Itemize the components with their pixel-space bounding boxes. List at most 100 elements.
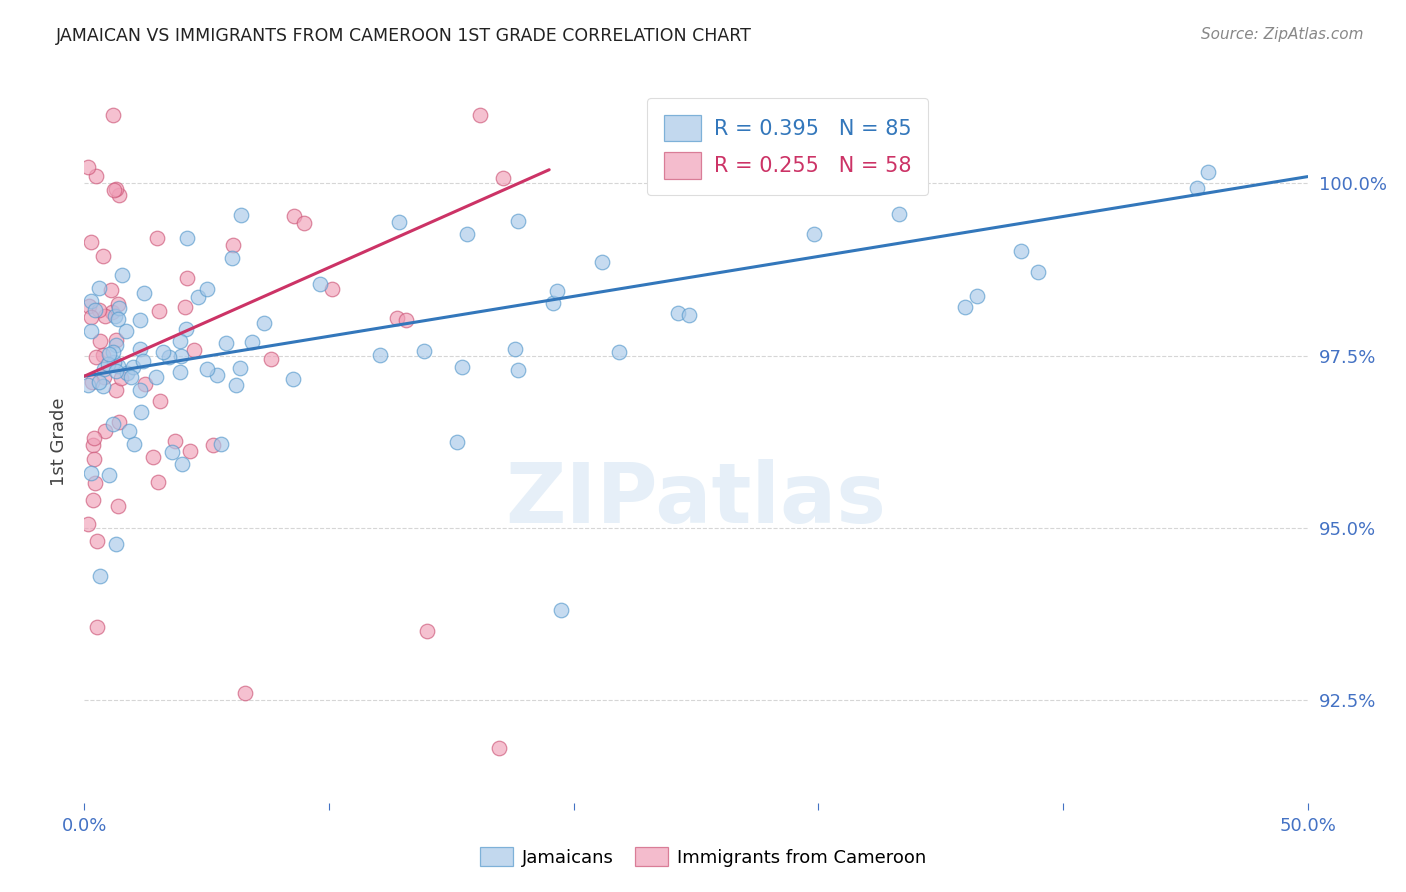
Point xyxy=(129,342,152,356)
Point xyxy=(103,344,125,359)
Point xyxy=(229,360,252,375)
Point xyxy=(591,255,613,269)
Point xyxy=(666,306,689,320)
Point xyxy=(86,620,108,634)
Point xyxy=(134,286,156,301)
Point xyxy=(83,303,105,318)
Point xyxy=(134,376,156,391)
Point xyxy=(93,369,115,384)
Point xyxy=(260,352,283,367)
Point xyxy=(110,370,132,384)
Point xyxy=(101,305,124,319)
Point xyxy=(107,296,129,310)
Point xyxy=(416,624,439,638)
Point xyxy=(120,370,142,384)
Point xyxy=(89,302,111,317)
Point xyxy=(546,284,568,298)
Point xyxy=(170,349,193,363)
Point xyxy=(294,216,316,230)
Point xyxy=(803,227,825,241)
Point xyxy=(104,536,127,550)
Point xyxy=(101,108,124,122)
Point xyxy=(91,348,114,362)
Point xyxy=(955,300,977,314)
Point xyxy=(148,304,170,318)
Point xyxy=(492,170,515,185)
Point xyxy=(93,362,115,376)
Point xyxy=(98,347,121,361)
Point xyxy=(111,268,134,282)
Point xyxy=(1026,265,1049,279)
Point xyxy=(221,237,243,252)
Point xyxy=(174,301,197,315)
Point xyxy=(176,231,198,245)
Point xyxy=(170,457,193,471)
Point xyxy=(80,324,103,338)
Point xyxy=(281,372,304,386)
Point xyxy=(84,169,107,184)
Point xyxy=(97,468,120,483)
Point xyxy=(105,364,128,378)
Point xyxy=(104,383,127,397)
Point xyxy=(488,740,510,755)
Point xyxy=(82,438,104,452)
Point xyxy=(179,444,201,458)
Point xyxy=(169,334,191,348)
Legend: R = 0.395   N = 85, R = 0.255   N = 58: R = 0.395 N = 85, R = 0.255 N = 58 xyxy=(647,98,928,195)
Point xyxy=(103,183,125,197)
Point xyxy=(183,343,205,358)
Point xyxy=(149,393,172,408)
Point xyxy=(100,283,122,297)
Point xyxy=(129,312,152,326)
Point xyxy=(103,355,125,369)
Point xyxy=(87,375,110,389)
Point xyxy=(889,207,911,221)
Point xyxy=(82,492,104,507)
Point xyxy=(77,378,100,392)
Point xyxy=(108,301,131,315)
Point xyxy=(506,362,529,376)
Point xyxy=(80,293,103,308)
Point xyxy=(1187,181,1209,195)
Point xyxy=(107,359,129,373)
Text: JAMAICAN VS IMMIGRANTS FROM CAMEROON 1ST GRADE CORRELATION CHART: JAMAICAN VS IMMIGRANTS FROM CAMEROON 1ST… xyxy=(56,27,752,45)
Point xyxy=(209,437,232,451)
Point xyxy=(207,368,229,383)
Point xyxy=(84,475,107,490)
Point xyxy=(77,517,100,532)
Point xyxy=(131,353,153,368)
Point xyxy=(145,369,167,384)
Point xyxy=(128,383,150,397)
Point xyxy=(505,343,527,357)
Point xyxy=(283,209,305,223)
Point xyxy=(91,249,114,263)
Point xyxy=(253,316,276,330)
Point xyxy=(176,322,198,336)
Point xyxy=(79,310,101,324)
Point xyxy=(84,350,107,364)
Point xyxy=(145,231,167,245)
Point xyxy=(89,334,111,348)
Point xyxy=(122,437,145,451)
Point xyxy=(89,281,111,295)
Point xyxy=(388,214,411,228)
Point xyxy=(413,343,436,358)
Point xyxy=(107,312,129,326)
Point xyxy=(79,235,101,249)
Point xyxy=(395,313,418,327)
Point xyxy=(104,309,127,323)
Point xyxy=(321,282,343,296)
Point xyxy=(229,208,252,222)
Point xyxy=(97,357,120,371)
Point xyxy=(1010,244,1032,258)
Point xyxy=(162,445,184,459)
Point xyxy=(368,347,391,361)
Point xyxy=(387,311,409,326)
Text: ZIPatlas: ZIPatlas xyxy=(506,458,886,540)
Point xyxy=(142,450,165,464)
Point xyxy=(83,431,105,445)
Point xyxy=(451,359,474,374)
Point xyxy=(91,379,114,393)
Point xyxy=(543,296,565,310)
Point xyxy=(86,534,108,549)
